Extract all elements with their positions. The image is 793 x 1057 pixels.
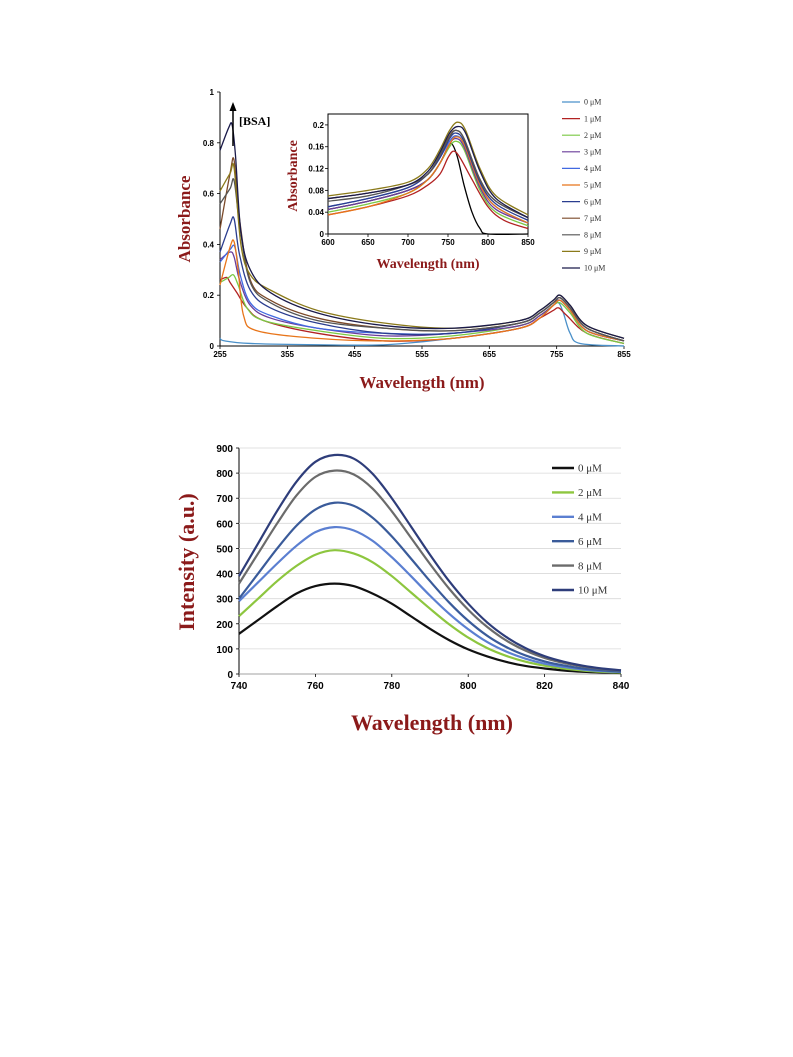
gridlines xyxy=(239,447,621,675)
series-line-0 xyxy=(238,582,622,675)
y-axis-title: Absorbance xyxy=(175,175,194,262)
series-line-10 xyxy=(327,125,529,219)
x-tick-label: 855 xyxy=(617,350,631,359)
legend: 0 μM 1 μM 2 μM 3 μM 4 μM 5 μM 6 μM 7 μM 8 μM 9 μM… xyxy=(562,98,605,273)
y-tick-label: 0 xyxy=(320,230,325,239)
legend-label: 6 μM xyxy=(584,197,601,206)
inset-y-axis-title: Absorbance xyxy=(286,140,301,212)
intensity-chart: 740 760 780 800 820 840 0 100 200 300 400 500 600 70… xyxy=(174,444,630,735)
y-tick-label: 500 xyxy=(216,544,233,555)
legend-label: 4 μM xyxy=(584,164,601,173)
series-lines xyxy=(219,122,625,347)
x-tick-label: 255 xyxy=(213,350,227,359)
x-axis-title: Wavelength (nm) xyxy=(351,710,513,735)
legend-label: 2 μM xyxy=(578,487,602,499)
series-line-3 xyxy=(238,501,622,673)
x-tick-label: 750 xyxy=(441,238,455,247)
series-line-5 xyxy=(238,453,622,672)
legend-label: 4 μM xyxy=(578,511,602,523)
y-tick-label: 1 xyxy=(210,88,215,97)
y-tick-labels: 0 100 200 300 400 500 600 700 800 900 xyxy=(216,444,239,681)
y-tick-label: 0.16 xyxy=(308,143,324,152)
y-tick-label: 0.4 xyxy=(203,240,215,249)
x-tick-label: 455 xyxy=(348,350,362,359)
x-tick-label: 650 xyxy=(361,238,375,247)
inset-absorbance-chart: 600 650 700 750 800 850 00.040.080.120.160.2 … xyxy=(286,113,535,272)
series-lines xyxy=(238,453,622,675)
y-tick-label: 900 xyxy=(216,444,233,455)
x-tick-label: 755 xyxy=(550,350,564,359)
y-tick-label: 0.2 xyxy=(313,121,325,130)
series-line-10 xyxy=(219,122,625,339)
inset-series-lines xyxy=(327,121,529,236)
y-tick-label: 0.2 xyxy=(203,291,215,300)
y-tick-label: 200 xyxy=(216,620,233,631)
series-line-1 xyxy=(327,150,529,230)
x-tick-labels: 740 760 780 800 820 840 xyxy=(231,674,630,692)
series-line-9 xyxy=(327,121,529,216)
legend-label: 0 μM xyxy=(584,98,601,107)
x-axis-title: Wavelength (nm) xyxy=(359,373,484,392)
y-tick-label: 300 xyxy=(216,595,233,606)
y-tick-label: 0.12 xyxy=(308,165,324,174)
legend-label: 9 μM xyxy=(584,247,601,256)
legend-label: 10 μM xyxy=(578,585,608,597)
x-tick-label: 600 xyxy=(321,238,335,247)
bsa-arrow-head-icon xyxy=(229,102,237,111)
series-line-6 xyxy=(327,132,529,221)
x-tick-label: 800 xyxy=(460,681,477,692)
inset-x-axis-title: Wavelength (nm) xyxy=(376,257,479,272)
y-tick-label: 600 xyxy=(216,519,233,530)
x-tick-label: 820 xyxy=(536,681,553,692)
legend-label: 10 μM xyxy=(584,264,605,273)
y-tick-label: 700 xyxy=(216,494,233,505)
y-tick-label: 0.04 xyxy=(308,208,324,217)
legend-label: 8 μM xyxy=(584,230,601,239)
bsa-annotation: [BSA] xyxy=(239,114,270,128)
series-line-2 xyxy=(327,140,529,227)
y-tick-label: 0.8 xyxy=(203,139,215,148)
y-tick-label: 0 xyxy=(210,342,215,351)
x-tick-label: 760 xyxy=(307,681,324,692)
legend: 0 μM 2 μM 4 μM 6 μM 8 μM 10 μM xyxy=(552,463,608,597)
inset-x-tick-labels: 600 650 700 750 800 850 xyxy=(321,234,535,247)
legend-label: 7 μM xyxy=(584,214,601,223)
y-tick-label: 0.6 xyxy=(203,190,215,199)
series-line-5 xyxy=(219,239,625,342)
series-line-5 xyxy=(327,136,529,224)
x-tick-label: 850 xyxy=(521,238,535,247)
x-tick-label: 800 xyxy=(481,238,495,247)
y-tick-label: 0.08 xyxy=(308,186,324,195)
legend-label: 5 μM xyxy=(584,181,601,190)
series-line-2 xyxy=(219,273,625,345)
legend-label: 2 μM xyxy=(584,131,601,140)
y-tick-label: 100 xyxy=(216,645,233,656)
x-tick-label: 840 xyxy=(613,681,630,692)
x-tick-label: 655 xyxy=(483,350,497,359)
legend-label: 3 μM xyxy=(584,147,601,156)
series-line-4 xyxy=(238,469,622,672)
x-tick-label: 355 xyxy=(281,350,295,359)
x-tick-label: 780 xyxy=(383,681,400,692)
legend-label: 8 μM xyxy=(578,560,602,572)
series-line-1 xyxy=(238,549,622,674)
y-tick-label: 0 xyxy=(227,670,233,681)
x-tick-label: 740 xyxy=(231,681,248,692)
legend-label: 1 μM xyxy=(584,114,601,123)
y-tick-labels: 0 0.2 0.4 0.6 0.8 1 xyxy=(203,88,220,351)
y-tick-label: 400 xyxy=(216,570,233,581)
x-tick-labels: 255 355 455 555 655 755 855 xyxy=(213,346,631,359)
x-tick-label: 555 xyxy=(415,350,429,359)
x-tick-label: 700 xyxy=(401,238,415,247)
y-axis-title: Intensity (a.u.) xyxy=(174,493,199,631)
y-tick-label: 800 xyxy=(216,469,233,480)
legend-label: 6 μM xyxy=(578,536,602,548)
series-line-2 xyxy=(238,525,622,674)
legend-label: 0 μM xyxy=(578,463,602,475)
inset-y-tick-labels: 0 0.04 0.08 0.12 0.16 0.2 xyxy=(308,121,328,239)
